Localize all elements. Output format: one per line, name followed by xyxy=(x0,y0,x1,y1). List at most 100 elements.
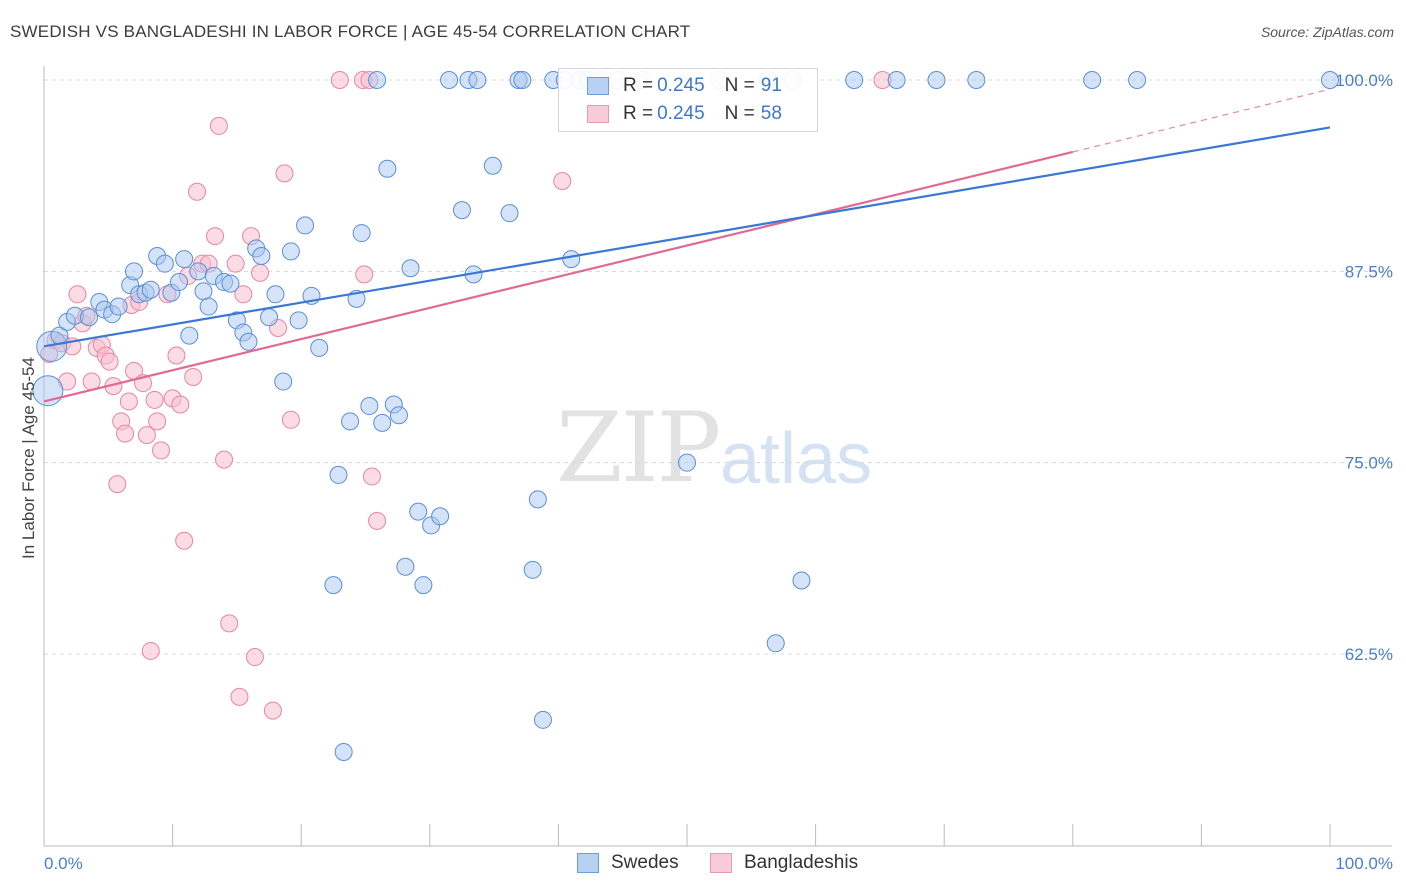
bangladeshis-swatch xyxy=(587,105,609,123)
swedes-point xyxy=(239,332,258,351)
bangladeshis-point xyxy=(215,450,234,469)
label-layer: 62.5% 75.0% 87.5% 100.0% 0.0% 100.0% In Labor … xyxy=(19,71,1393,873)
swedes-point xyxy=(1321,71,1339,89)
swedes-swatch xyxy=(577,853,599,873)
chart-title: SWEDISH VS BANGLADESHI IN LABOR FORCE | … xyxy=(10,22,691,41)
legend-n-value: 91 xyxy=(760,75,782,96)
bangladeshis-point xyxy=(188,182,207,201)
swedes-point xyxy=(967,71,986,89)
legend-n-label: N = xyxy=(724,103,755,124)
trend-layer xyxy=(43,88,1331,403)
bangladeshis-point xyxy=(152,441,171,460)
bangladeshis-point xyxy=(275,164,294,183)
x-tick-label: 0.0% xyxy=(44,854,83,873)
watermark-zip: ZIP xyxy=(556,392,721,504)
swedes-point xyxy=(528,490,547,509)
swedes-point xyxy=(927,71,946,89)
swedes-point xyxy=(562,250,581,269)
axis-layer xyxy=(43,66,1392,847)
legend: R = 0.245 N = 91 R = 0.245 N = 58 xyxy=(558,68,818,132)
bottom-legend-label: Swedes xyxy=(611,852,679,873)
bangladeshis-point xyxy=(116,424,135,443)
swedes-point xyxy=(360,397,379,416)
swedes-point xyxy=(334,742,353,761)
bangladeshis-point xyxy=(171,395,190,414)
swedes-point xyxy=(368,71,387,89)
y-tick-label: 62.5% xyxy=(1345,645,1393,664)
bangladeshis-trend-line xyxy=(43,150,1074,403)
swedes-point xyxy=(141,280,160,299)
x-tick-label: 100.0% xyxy=(1335,854,1393,873)
swedes-trend-line xyxy=(43,126,1331,348)
y-axis-label: In Labor Force | Age 45-54 xyxy=(19,357,38,559)
bottom-legend-label: Bangladeshis xyxy=(744,852,859,873)
y-tick-label: 100.0% xyxy=(1335,71,1393,90)
bangladeshis-point xyxy=(362,467,381,486)
bangladeshis-point xyxy=(141,641,160,660)
swedes-point xyxy=(199,297,218,316)
swedes-point xyxy=(1083,71,1102,89)
bangladeshis-point xyxy=(167,346,186,365)
swedes-point xyxy=(310,338,329,357)
bangladeshis-point xyxy=(220,614,239,633)
legend-row-bangladeshis: R = 0.245 N = 58 xyxy=(559,101,782,127)
swedes-point xyxy=(281,242,300,261)
bangladeshis-points xyxy=(40,71,892,720)
swedes-point xyxy=(194,282,213,301)
bangladeshis-point xyxy=(68,285,87,304)
legend-r-value: 0.245 xyxy=(657,75,705,96)
swedes-point xyxy=(189,262,208,281)
swedes-point xyxy=(513,71,532,89)
grid-layer xyxy=(44,79,1392,655)
swedes-point xyxy=(401,259,420,278)
swedes-point xyxy=(483,156,502,175)
bangladeshis-swatch xyxy=(710,853,732,873)
swedes-point xyxy=(523,560,542,579)
bangladeshis-point xyxy=(251,263,270,282)
swedes-point xyxy=(221,274,240,293)
legend-n-label: N = xyxy=(724,75,755,96)
y-tick-label: 75.0% xyxy=(1345,454,1393,473)
bangladeshis-point xyxy=(108,475,127,494)
chart-source: Source: ZipAtlas.com xyxy=(1260,24,1394,40)
legend-r-label: R = xyxy=(623,103,654,124)
bangladeshis-point xyxy=(119,392,138,411)
swedes-point xyxy=(175,250,194,269)
swedes-point xyxy=(109,297,128,316)
swedes-point xyxy=(373,413,392,432)
swedes-point xyxy=(274,372,293,391)
swedes-point xyxy=(352,224,371,243)
swedes-point xyxy=(440,71,459,89)
bangladeshis-point xyxy=(263,701,282,720)
swedes-point xyxy=(170,273,189,292)
swedes-swatch xyxy=(587,77,609,95)
swedes-point xyxy=(468,71,487,89)
swedes-point xyxy=(431,507,450,526)
swedes-point xyxy=(414,576,433,595)
swedes-point xyxy=(289,311,308,330)
bangladeshis-point xyxy=(226,254,245,273)
bangladeshis-point xyxy=(553,172,572,191)
swedes-point xyxy=(389,406,408,425)
swedes-point xyxy=(396,557,415,576)
swedes-point xyxy=(1128,71,1147,89)
legend-r-label: R = xyxy=(623,75,654,96)
swedes-point xyxy=(296,216,315,235)
bangladeshis-point xyxy=(184,367,203,386)
swedes-point xyxy=(260,308,279,327)
bangladeshis-point xyxy=(245,648,264,667)
bangladeshis-point xyxy=(206,227,225,246)
y-tick-label: 87.5% xyxy=(1345,262,1393,281)
swedes-point xyxy=(533,710,552,729)
swedes-point xyxy=(155,254,174,273)
swedes-point xyxy=(329,465,348,484)
bangladeshis-point xyxy=(175,531,194,550)
swedes-point xyxy=(266,285,285,304)
bangladeshis-point xyxy=(230,687,249,706)
swedes-points xyxy=(32,71,1339,761)
legend-r-value: 0.245 xyxy=(657,103,705,124)
swedes-point xyxy=(452,201,471,220)
legend-row-swedes: R = 0.245 N = 91 xyxy=(559,73,782,99)
bangladeshis-point xyxy=(209,116,228,135)
